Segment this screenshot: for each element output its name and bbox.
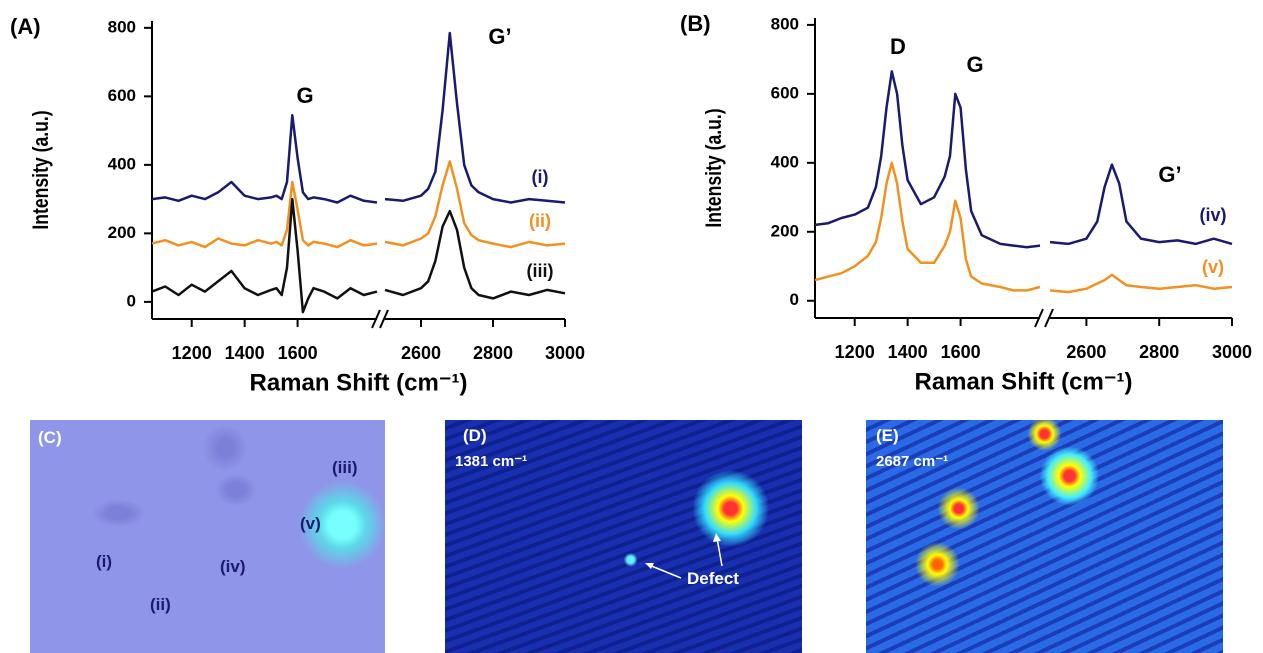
region-label: (i) [96, 552, 113, 571]
series-label: (iv) [1200, 205, 1227, 225]
peak-label: G [966, 52, 983, 77]
x-tick-label: 2600 [401, 343, 441, 363]
series-label: (iii) [527, 261, 554, 281]
x-tick-label: 2600 [1066, 342, 1106, 362]
y-tick-label: 400 [108, 154, 136, 173]
x-tick-label: 1200 [172, 343, 212, 363]
spectrum-line [151, 160, 566, 249]
y-tick-label: 200 [108, 223, 136, 242]
arrows [645, 533, 723, 579]
x-tick-label: 2800 [1139, 342, 1179, 362]
peak-label: G’ [488, 24, 511, 49]
x-tick-label: 3000 [545, 343, 585, 363]
x-tick-label: 1600 [278, 343, 318, 363]
x-tick-label: 3000 [1212, 342, 1252, 362]
panel-label: (C) [38, 428, 62, 447]
x-axis-title: Raman Shift (cm⁻¹) [249, 369, 467, 396]
spectrum-line [814, 161, 1233, 294]
series-label: (v) [1202, 257, 1224, 277]
map-wavenumber: 2687 cm⁻¹ [876, 453, 949, 470]
panel-label: (E) [876, 426, 899, 445]
y-tick-label: 0 [790, 290, 799, 309]
defect-label: Defect [687, 569, 739, 588]
y-tick-label: 600 [771, 83, 799, 102]
peak-label: G [296, 83, 313, 108]
series-label: (i) [532, 167, 549, 187]
y-tick-label: 200 [771, 221, 799, 240]
region-label: (iv) [220, 557, 246, 576]
axis-break [1034, 308, 1044, 328]
spectrum-line [814, 70, 1233, 249]
x-tick-label: 1400 [888, 342, 928, 362]
axis-break [1044, 308, 1054, 328]
series-label: (ii) [529, 211, 551, 231]
axis-break [379, 309, 389, 329]
region-label: (ii) [150, 595, 171, 614]
y-axis-title: Intensity (a.u.) [702, 108, 726, 227]
y-axis-title: Intensity (a.u.) [29, 110, 53, 229]
panel-label: (A) [10, 14, 41, 39]
x-axis-title: Raman Shift (cm⁻¹) [914, 368, 1132, 395]
optical-image: (C) (iii) (v) (i) (iv) (ii) [30, 420, 385, 653]
raman-map-e: (E) 2687 cm⁻¹ [866, 420, 1223, 653]
y-tick-label: 600 [108, 86, 136, 105]
x-tick-label: 1400 [225, 343, 265, 363]
y-tick-label: 800 [771, 14, 799, 33]
x-tick-label: 1600 [941, 342, 981, 362]
raman-map-d: (D) 1381 cm⁻¹ Defect [445, 420, 802, 653]
panel-label: (B) [680, 11, 711, 36]
x-tick-label: 1200 [835, 342, 875, 362]
y-tick-label: 400 [771, 152, 799, 171]
peak-label: D [890, 34, 906, 59]
spectrum-line [151, 197, 566, 314]
region-label: (iii) [332, 458, 358, 477]
map-wavenumber: 1381 cm⁻¹ [455, 453, 528, 470]
region-label: (v) [300, 514, 321, 533]
axis-break [371, 309, 381, 329]
y-tick-label: 0 [127, 291, 136, 310]
x-tick-label: 2800 [473, 343, 513, 363]
spectrum-line [151, 31, 566, 204]
charts: 0 200 400 600 800 1200 1400 1600 2600 2800 3000 Ram… [10, 11, 1252, 397]
peak-label: G’ [1158, 162, 1181, 187]
panel-label: (D) [463, 426, 487, 445]
y-tick-label: 800 [108, 17, 136, 36]
